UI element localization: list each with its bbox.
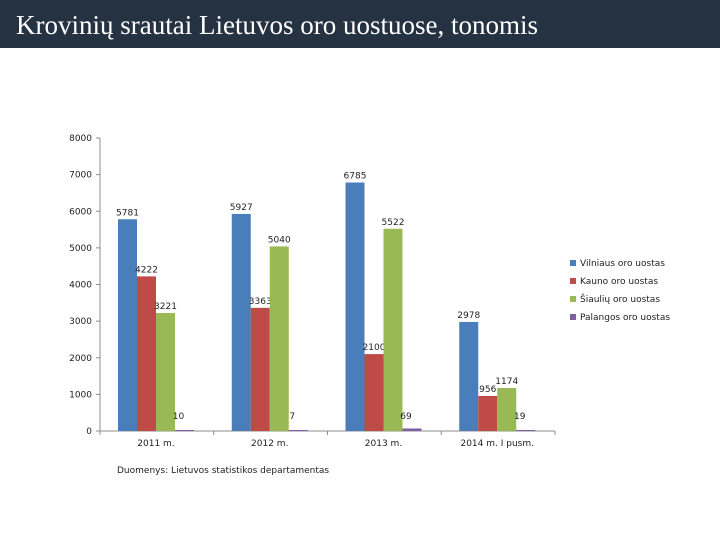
data-label: 5781 [116,208,139,218]
bar-3 [156,313,175,431]
data-label: 69 [400,412,412,422]
y-tick-label: 2000 [69,354,92,364]
y-tick-label: 0 [86,427,92,437]
y-tick-label: 4000 [69,281,92,291]
x-tick-label: 2014 m. I pusm. [460,439,534,449]
y-tick-label: 7000 [69,171,92,181]
x-tick-label: 2012 m. [251,439,288,449]
y-tick-label: 3000 [69,317,92,327]
data-label: 19 [514,412,526,422]
legend-swatch [570,260,576,266]
data-label: 4222 [135,265,158,275]
data-label: 1174 [495,377,518,387]
legend-label: Kauno oro uostas [580,277,658,287]
legend-swatch [570,314,576,320]
bar-4 [516,430,536,431]
legend-label: Šiaulių oro uostas [580,293,660,305]
data-label: 3221 [154,302,177,312]
y-tick-label: 1000 [69,390,92,400]
page-title: Krovinių srautai Lietuvos oro uostuose, … [16,10,538,40]
bar-1 [231,213,251,431]
bar-2 [364,354,384,431]
legend-label: Vilniaus oro uostas [580,259,665,269]
x-tick-label: 2013 m. [365,439,402,449]
source-note: Duomenys: Lietuvos statistikos departame… [117,466,330,476]
data-label: 6785 [344,171,367,181]
y-tick-label: 8000 [69,134,92,144]
bar-2 [137,276,156,431]
data-label: 2978 [457,311,480,321]
bar-1 [345,182,365,431]
bar-4 [402,428,422,431]
bar-2 [478,395,498,431]
data-label: 5927 [230,203,253,213]
legend-swatch [570,296,576,302]
bar-3 [497,388,517,431]
data-label: 5040 [268,235,291,245]
bar-chart: 0 1000 2000 3000 4000 5000 6000 7000 8000 2011 m.… [69,134,670,449]
bar-1 [118,219,137,431]
bar-3 [269,246,289,431]
legend-label: Palangos oro uostas [580,313,670,323]
data-label: 5522 [382,218,405,228]
bar-2 [250,307,270,431]
data-label: 2100 [363,343,386,353]
bar-1 [459,321,479,431]
bar-3 [383,228,403,431]
bar-4 [175,430,194,431]
x-tick-label: 2011 m. [137,439,174,449]
data-label: 7 [289,412,295,422]
data-label: 10 [173,412,185,422]
legend-swatch [570,278,576,284]
bar-4 [288,430,308,431]
y-tick-label: 6000 [69,207,92,217]
data-label: 3363 [249,297,272,307]
data-label: 956 [479,385,496,395]
y-tick-label: 5000 [69,244,92,254]
title-bar: Krovinių srautai Lietuvos oro uostuose, … [0,0,720,48]
